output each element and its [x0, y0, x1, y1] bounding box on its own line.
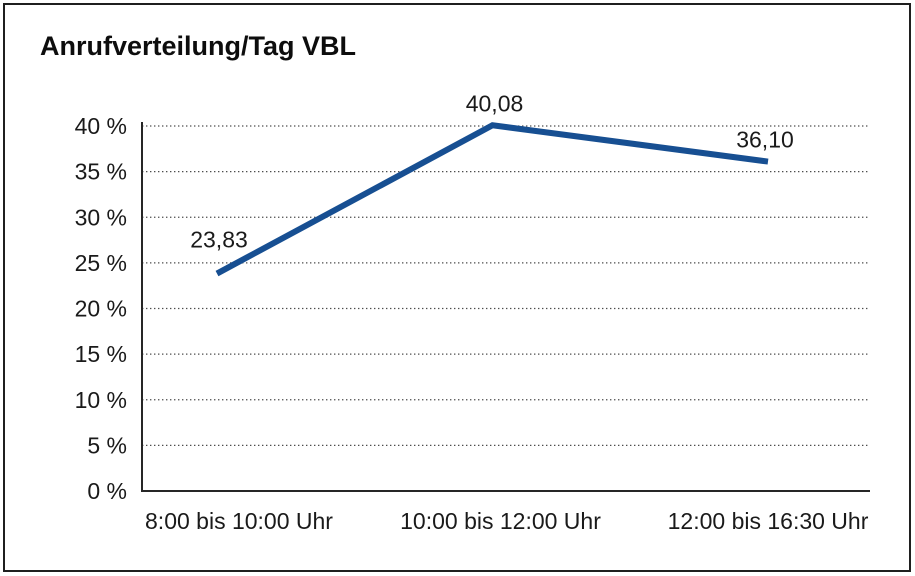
y-axis-tick-label: 5 %: [87, 432, 127, 458]
series-line: [215, 122, 769, 277]
y-axis-tick-label: 20 %: [75, 296, 127, 322]
x-axis-category-label: 8:00 bis 10:00 Uhr: [145, 508, 333, 534]
data-point-label: 23,83: [190, 227, 248, 253]
y-axis-tick-label: 40 %: [75, 113, 127, 139]
data-point-label: 36,10: [736, 127, 794, 153]
chart-frame: [3, 3, 911, 572]
y-axis-tick-label: 15 %: [75, 341, 127, 367]
data-point-label: 40,08: [466, 90, 524, 116]
y-axis-tick-label: 0 %: [87, 478, 127, 504]
y-axis-tick-label: 30 %: [75, 204, 127, 230]
y-axis-tick-label: 35 %: [75, 159, 127, 185]
chart-title: Anrufverteilung/Tag VBL: [40, 31, 357, 61]
x-axis-category-label: 10:00 bis 12:00 Uhr: [400, 508, 601, 534]
x-axis-category-label: 12:00 bis 16:30 Uhr: [668, 508, 869, 534]
y-axis-tick-label: 10 %: [75, 387, 127, 413]
y-axis-tick-label: 25 %: [75, 250, 127, 276]
